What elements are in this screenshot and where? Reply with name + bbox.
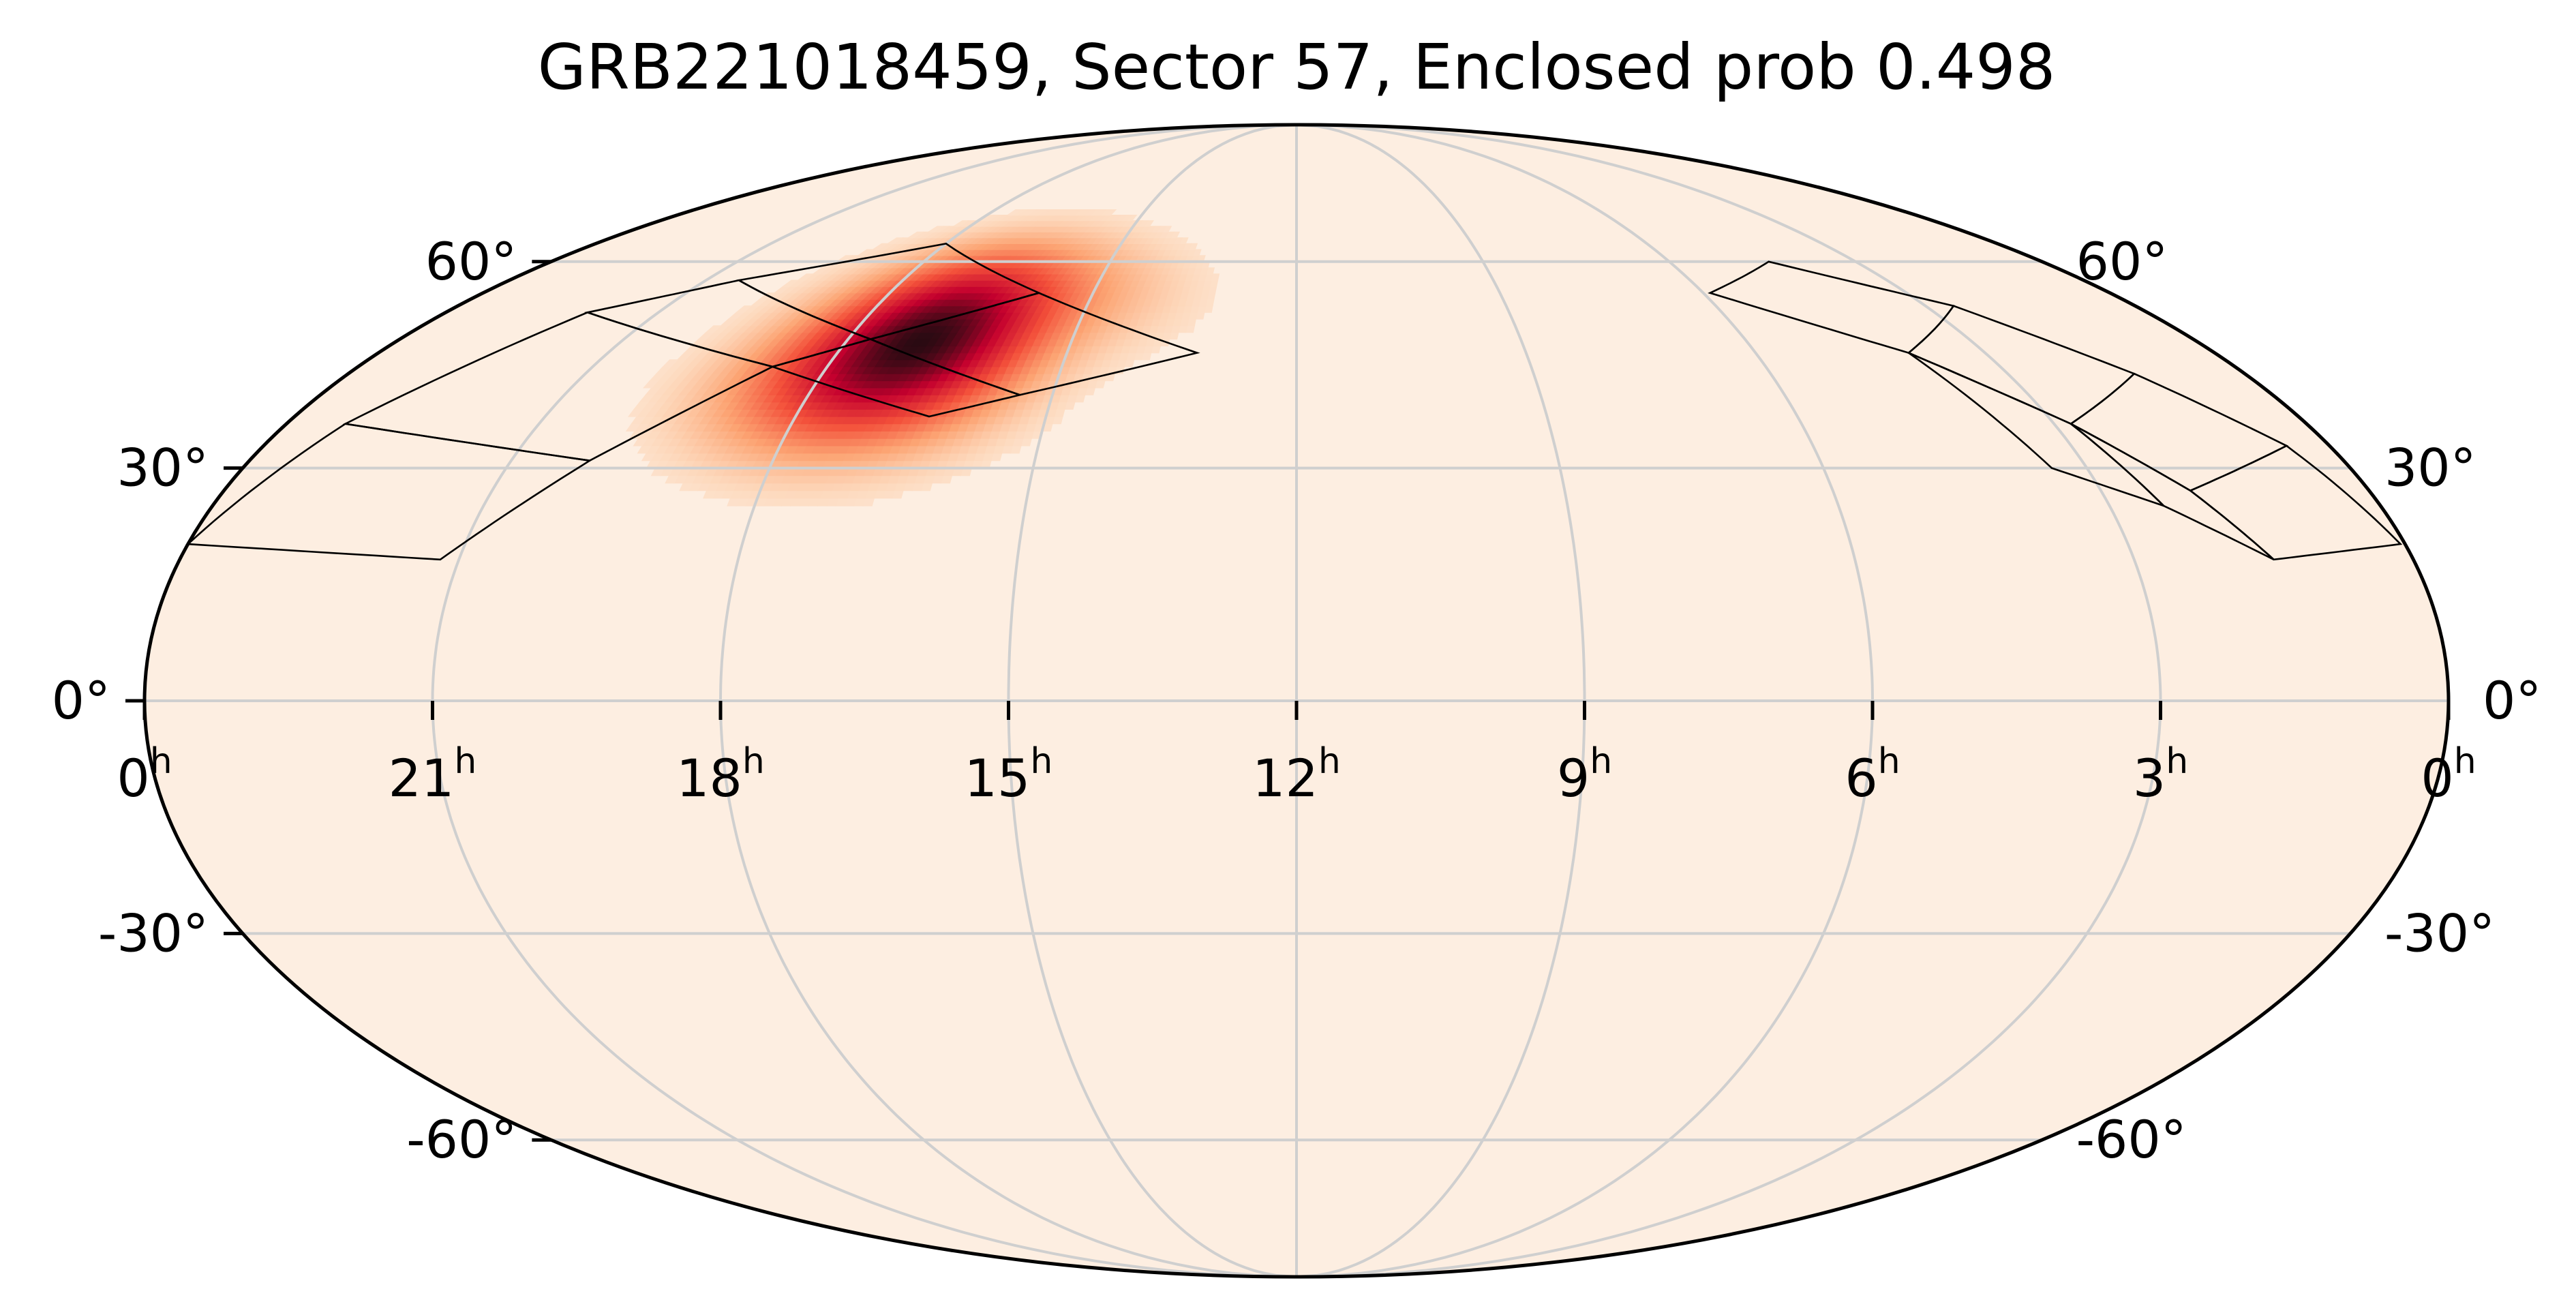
ra-tick-label: 0h (2421, 741, 2476, 808)
sector-footprint (2188, 444, 2403, 561)
dec-tick-label: -30° (2384, 903, 2495, 963)
heatmap-cell (796, 273, 815, 281)
heatmap-cell (781, 279, 800, 287)
heatmap-cell (735, 305, 753, 313)
chart-title: GRB221018459, Sector 57, Enclosed prob 0… (538, 31, 2056, 104)
dec-tick-labels-left: 60° 30° 0° -30° -60° (52, 231, 517, 1170)
dec-tick-label: 30° (2384, 438, 2476, 498)
axis-tick-marks (125, 260, 2451, 1142)
heatmap-cell (705, 325, 723, 333)
heatmap-cell (856, 249, 875, 256)
heatmap-cell (871, 243, 890, 250)
heatmap-cell (952, 220, 969, 227)
dec-tick-label: 30° (117, 438, 209, 498)
sector-footprint (868, 292, 1200, 396)
heatmap-cell (1005, 209, 1022, 216)
sector-footprint (185, 423, 592, 561)
heatmap-cell (907, 231, 924, 239)
dec-tick-label: 60° (2076, 231, 2168, 292)
dec-tick-label: 60° (425, 231, 517, 292)
dec-tick-label: -60° (406, 1109, 517, 1170)
dec-tick-label: -30° (98, 903, 209, 963)
dec-tick-label: -60° (2076, 1109, 2187, 1170)
sector-footprints (185, 243, 2403, 561)
heatmap-cell (886, 237, 904, 244)
heatmap-cell (662, 359, 679, 367)
dec-tick-label: 0° (2483, 670, 2541, 731)
dec-tick-label: 0° (52, 670, 110, 731)
dec-tick-labels-right: 60° 30° 0° -30° -60° (2076, 231, 2542, 1170)
heatmap-cell (926, 226, 945, 232)
